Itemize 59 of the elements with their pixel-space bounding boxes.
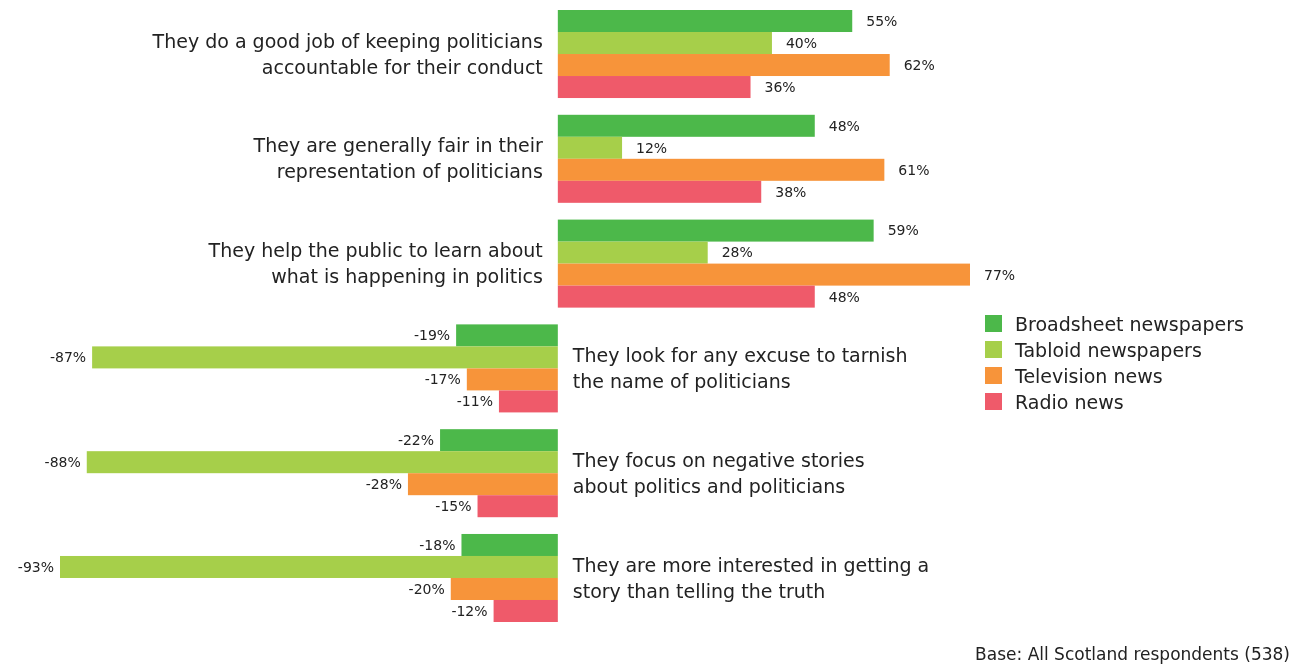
data-label: 36% [764,78,796,95]
data-label: -12% [451,602,488,619]
data-label: -22% [397,432,435,449]
data-label: 38% [775,183,807,200]
data-label: -11% [456,393,493,410]
bar [466,368,558,391]
bar [557,136,623,159]
bar [450,577,558,600]
bar [557,32,772,55]
bar [60,555,558,578]
data-label: 59% [887,222,919,239]
data-label: 12% [636,139,668,156]
bar [456,324,558,347]
bar [557,114,815,137]
legend-label: Tabloid newspapers [1014,338,1202,361]
bar [557,180,762,203]
bar [92,346,558,369]
data-label: 48% [828,117,860,134]
data-label: -18% [419,536,456,553]
bar [407,473,558,496]
data-label: 55% [866,12,898,29]
y-tick-label: They focus on negative stories about politics and politicians [571,448,865,497]
bar [557,241,708,264]
data-label: -28% [365,476,402,493]
data-label: -19% [413,327,451,344]
data-label: 77% [984,266,1016,283]
y-tick-label: They help the public to learn about what is happening in politics [207,239,543,288]
legend-label: Television news [1014,364,1163,387]
bar [557,76,751,99]
y-tick-label: They are generally fair in their representation of politicians [252,134,543,183]
data-label: 61% [898,161,930,178]
bar [477,495,558,518]
data-label: -88% [44,454,81,471]
data-label: -87% [49,349,87,366]
data-label: 62% [903,56,935,73]
data-label: -93% [17,558,54,575]
data-label: -15% [435,498,472,515]
data-label: -20% [408,580,445,597]
data-label: 28% [721,244,753,261]
data-label: -17% [424,371,461,388]
bar [493,599,558,622]
bar [557,54,890,77]
data-label: 48% [828,288,860,305]
bar [461,533,558,556]
bar [440,429,558,452]
bar [557,285,815,308]
bar [557,10,853,33]
bar [557,219,874,242]
y-tick-label: They do a good job of keeping politicians accountable for their conduct [151,29,543,78]
data-label: 40% [785,34,818,51]
legend-label: Broadsheet newspapers [1015,312,1244,335]
text: Base: All Scotland respondents (538) [975,644,1290,664]
bar [557,158,885,181]
bar [498,390,558,413]
bar [557,263,970,286]
y-tick-label: They look for any excuse to tarnish the name of politicians [571,344,908,393]
bar [86,451,558,474]
legend-label: Radio news [1015,390,1124,413]
y-tick-label: They are more interested in getting a story than telling the truth [571,553,930,602]
